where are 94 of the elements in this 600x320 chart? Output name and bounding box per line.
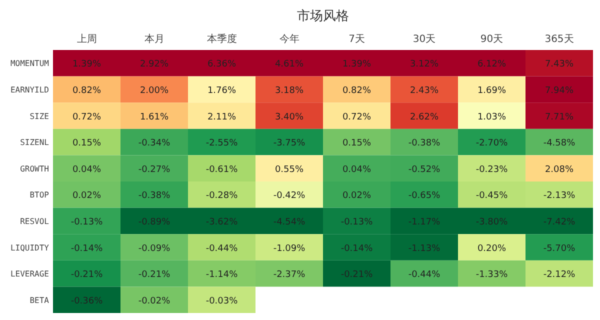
data-label: 0.82% <box>342 86 372 96</box>
x-tick-label: 本月 <box>144 33 164 45</box>
data-label: 3.18% <box>274 86 304 96</box>
data-label: -2.12% <box>543 270 576 280</box>
data-label: -0.38% <box>138 191 171 202</box>
data-label: 0.15% <box>342 138 372 149</box>
data-label: -2.37% <box>273 270 306 280</box>
data-label: 0.04% <box>342 164 372 175</box>
data-label: -0.45% <box>476 191 508 202</box>
data-label: -3.80% <box>476 217 508 228</box>
data-label: -2.13% <box>543 191 576 202</box>
data-label: 2.62% <box>410 112 439 122</box>
data-label: -0.21% <box>340 270 374 280</box>
data-label: -0.52% <box>408 164 441 175</box>
data-label: 1.61% <box>140 112 169 122</box>
y-tick-label: LIQUIDTY <box>10 243 50 252</box>
data-label: -0.36% <box>70 296 104 306</box>
data-label: 0.04% <box>72 164 102 175</box>
y-tick-label: EARNYILD <box>10 85 50 94</box>
data-label: -1.17% <box>408 217 441 228</box>
chart-title: 市场风格 <box>297 9 349 24</box>
y-tick-label: BTOP <box>30 190 50 200</box>
data-label: 2.43% <box>410 86 439 96</box>
data-label: 1.39% <box>72 60 102 70</box>
data-label: 0.15% <box>72 138 102 149</box>
y-tick-label: LEVERAGE <box>10 270 50 279</box>
data-label: -0.44% <box>206 244 238 254</box>
data-label: 1.76% <box>207 86 236 96</box>
data-label: 2.11% <box>207 112 236 122</box>
x-tick-label: 30天 <box>412 34 436 45</box>
y-tick-label: RESVOL <box>20 216 50 226</box>
data-label: -0.42% <box>273 191 306 202</box>
data-label: -4.58% <box>543 138 576 149</box>
data-label: -0.13% <box>70 217 104 228</box>
data-label: 3.12% <box>410 60 439 70</box>
data-label: -2.70% <box>476 138 508 149</box>
data-label: -0.89% <box>138 217 171 228</box>
data-label: 7.94% <box>544 86 574 96</box>
data-label: 0.82% <box>72 86 102 96</box>
data-label: 6.36% <box>207 60 236 70</box>
data-label: -0.28% <box>206 191 238 202</box>
y-tick-label: BETA <box>30 296 50 305</box>
data-label: 1.03% <box>477 112 506 122</box>
data-label: -0.34% <box>138 138 171 149</box>
data-label: -0.27% <box>138 164 171 175</box>
y-tick-label: SIZENL <box>20 138 50 148</box>
data-label: 2.92% <box>140 60 169 70</box>
data-label: -0.65% <box>408 191 441 202</box>
data-label: 0.72% <box>342 112 372 122</box>
data-label: -1.09% <box>273 244 306 254</box>
x-tick-label: 上周 <box>76 33 97 45</box>
data-label: 1.39% <box>342 60 372 70</box>
data-label: -7.42% <box>543 217 576 228</box>
data-label: 2.08% <box>544 164 574 175</box>
data-label: 4.61% <box>274 60 304 70</box>
data-label: -0.61% <box>206 164 238 175</box>
data-label: -0.21% <box>138 270 171 280</box>
data-label: 3.40% <box>274 112 304 122</box>
x-tick-label: 365天 <box>544 34 574 45</box>
data-label: -4.54% <box>273 217 306 228</box>
data-label: -1.13% <box>408 244 441 254</box>
data-label: -0.14% <box>340 244 374 254</box>
data-label: 0.72% <box>72 112 102 122</box>
data-label: -0.14% <box>70 244 104 254</box>
data-label: 7.71% <box>544 112 574 122</box>
data-label: -0.09% <box>138 244 171 254</box>
y-tick-label: SIZE <box>30 112 50 121</box>
data-label: -0.38% <box>408 138 441 149</box>
x-tick-label: 90天 <box>480 34 504 45</box>
data-label: 0.02% <box>72 191 102 202</box>
data-label: -0.13% <box>340 217 374 228</box>
data-label: -0.44% <box>408 270 441 280</box>
data-label: 1.69% <box>477 86 506 96</box>
data-label: 0.02% <box>342 191 372 202</box>
data-label: -0.03% <box>206 296 238 306</box>
data-label: -5.70% <box>543 244 576 254</box>
x-tick-label: 今年 <box>279 33 300 45</box>
x-tick-label: 7天 <box>348 34 365 45</box>
data-label: -3.62% <box>206 217 238 228</box>
data-label: -1.14% <box>206 270 238 280</box>
data-label: -1.33% <box>476 270 508 280</box>
data-label: 0.55% <box>274 164 304 175</box>
data-label: 6.12% <box>477 60 506 70</box>
x-tick-label: 本季度 <box>206 33 237 45</box>
data-label: -2.55% <box>206 138 238 149</box>
y-tick-label: GROWTH <box>20 164 50 174</box>
data-label: -0.23% <box>476 164 508 175</box>
data-label: 7.43% <box>544 60 574 70</box>
y-tick-label: MOMENTUM <box>10 59 50 68</box>
data-label: 0.20% <box>477 244 506 254</box>
data-label: 2.00% <box>140 86 169 96</box>
data-label: -0.21% <box>70 270 104 280</box>
data-label: -0.02% <box>138 296 171 306</box>
data-label: -3.75% <box>273 138 306 149</box>
